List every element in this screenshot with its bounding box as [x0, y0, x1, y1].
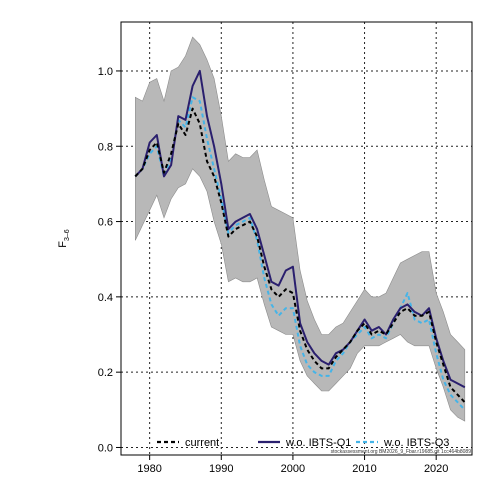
x-tick-label: 1980 [137, 463, 161, 475]
legend-label-1: w.o. IBTS-Q1 [285, 437, 351, 449]
x-tick-label: 2010 [352, 463, 376, 475]
x-tick-label: 2020 [424, 463, 448, 475]
y-tick-label: 1.0 [98, 66, 113, 78]
y-tick-label: 0.4 [98, 292, 113, 304]
series-line-1 [134, 69, 466, 389]
confidence-band-layer [135, 36, 466, 422]
y-tick-label: 0.0 [98, 442, 113, 454]
series-layer [134, 69, 466, 411]
y-axis: 0.0 0.2 0.4 0.6 0.8 1.0 [98, 66, 121, 454]
y-tick-label: 0.8 [98, 141, 113, 153]
series-line-0 [134, 107, 466, 403]
legend-label-0: current [185, 437, 219, 449]
x-axis: 1980 1990 2000 2010 2020 [137, 455, 448, 475]
plot-frame [120, 21, 473, 456]
y-tick-label: 0.6 [98, 217, 113, 229]
legend: current w.o. IBTS-Q1 w.o. IBTS-Q3 [157, 437, 449, 449]
y-axis-label-sub: 3–6 [64, 229, 71, 241]
y-axis-label: F3–6 [57, 229, 71, 248]
footnote: stockassessment.org BM2026_9_Fbar.r19685… [331, 449, 472, 455]
x-tick-label: 2000 [281, 463, 305, 475]
confidence-band [135, 36, 466, 422]
x-tick-label: 1990 [209, 463, 233, 475]
series-line-2 [134, 96, 466, 411]
y-tick-label: 0.2 [98, 367, 113, 379]
legend-label-2: w.o. IBTS-Q3 [383, 437, 449, 449]
y-axis-label-main: F [57, 241, 69, 248]
